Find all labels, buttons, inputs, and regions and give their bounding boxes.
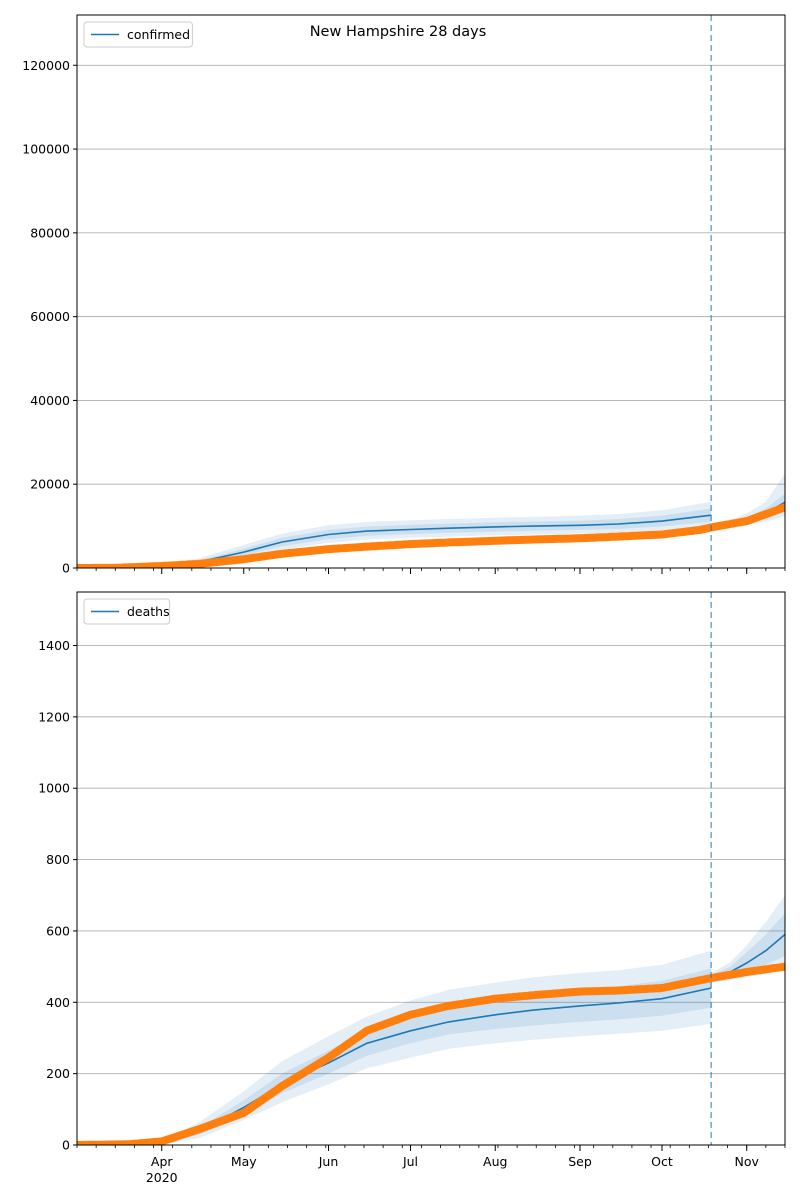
- fit-band: [77, 501, 712, 568]
- forecast-band: [711, 895, 785, 983]
- y-tick-label: 0: [62, 1138, 70, 1153]
- x-tick-label: Jun: [318, 1154, 339, 1169]
- y-tick-label: 0: [62, 561, 70, 576]
- x-tick-label: Aug: [483, 1154, 507, 1169]
- x-tick-label: Sep: [568, 1154, 592, 1169]
- legend: deaths: [83, 598, 171, 625]
- figure-title: New Hampshire 28 days: [310, 24, 487, 40]
- chart-panel-1: 0 20000 40000 60000 80000 100000 120000 confirm…: [22, 14, 786, 576]
- fit-band: [77, 950, 712, 1145]
- x-tick-label: Oct: [651, 1154, 673, 1169]
- x-year-label: 2020: [146, 1170, 178, 1185]
- y-tick-label: 1000: [38, 781, 70, 796]
- plot-area: [77, 15, 785, 568]
- forecast-band: [711, 913, 785, 981]
- legend-label: confirmed: [127, 27, 190, 42]
- y-tick-label: 200: [46, 1066, 70, 1081]
- legend-label: deaths: [127, 604, 170, 619]
- y-tick-label: 400: [46, 995, 70, 1010]
- y-tick-label: 1400: [38, 638, 70, 653]
- x-tick-label: Nov: [735, 1154, 760, 1169]
- y-tick-label: 20000: [30, 477, 70, 492]
- legend-box: [83, 21, 193, 48]
- y-tick-label: 120000: [22, 58, 70, 73]
- observed-line: [77, 962, 785, 1145]
- plot-area: [77, 592, 785, 1145]
- y-tick-label: 800: [46, 852, 70, 867]
- chart-panel-2: 0 200 400 600 800 1000 1200 1400 Apr May Jun Jul Aug…: [38, 591, 786, 1185]
- y-tick-label: 60000: [30, 309, 70, 324]
- x-tick-label: Apr: [151, 1154, 173, 1169]
- legend: confirmed: [83, 21, 193, 48]
- y-tick-label: 600: [46, 923, 70, 938]
- axes-frame: [76, 591, 786, 1146]
- y-tick-label: 40000: [30, 393, 70, 408]
- x-tick-label: May: [231, 1154, 257, 1169]
- y-tick-label: 100000: [22, 142, 70, 157]
- legend-box: [83, 598, 171, 625]
- observed-line: [77, 503, 785, 568]
- y-tick-label: 1200: [38, 709, 70, 724]
- x-tick-label: Jul: [402, 1154, 418, 1169]
- axes-frame: [76, 14, 786, 569]
- fit-band: [77, 968, 712, 1145]
- y-tick-label: 80000: [30, 225, 70, 240]
